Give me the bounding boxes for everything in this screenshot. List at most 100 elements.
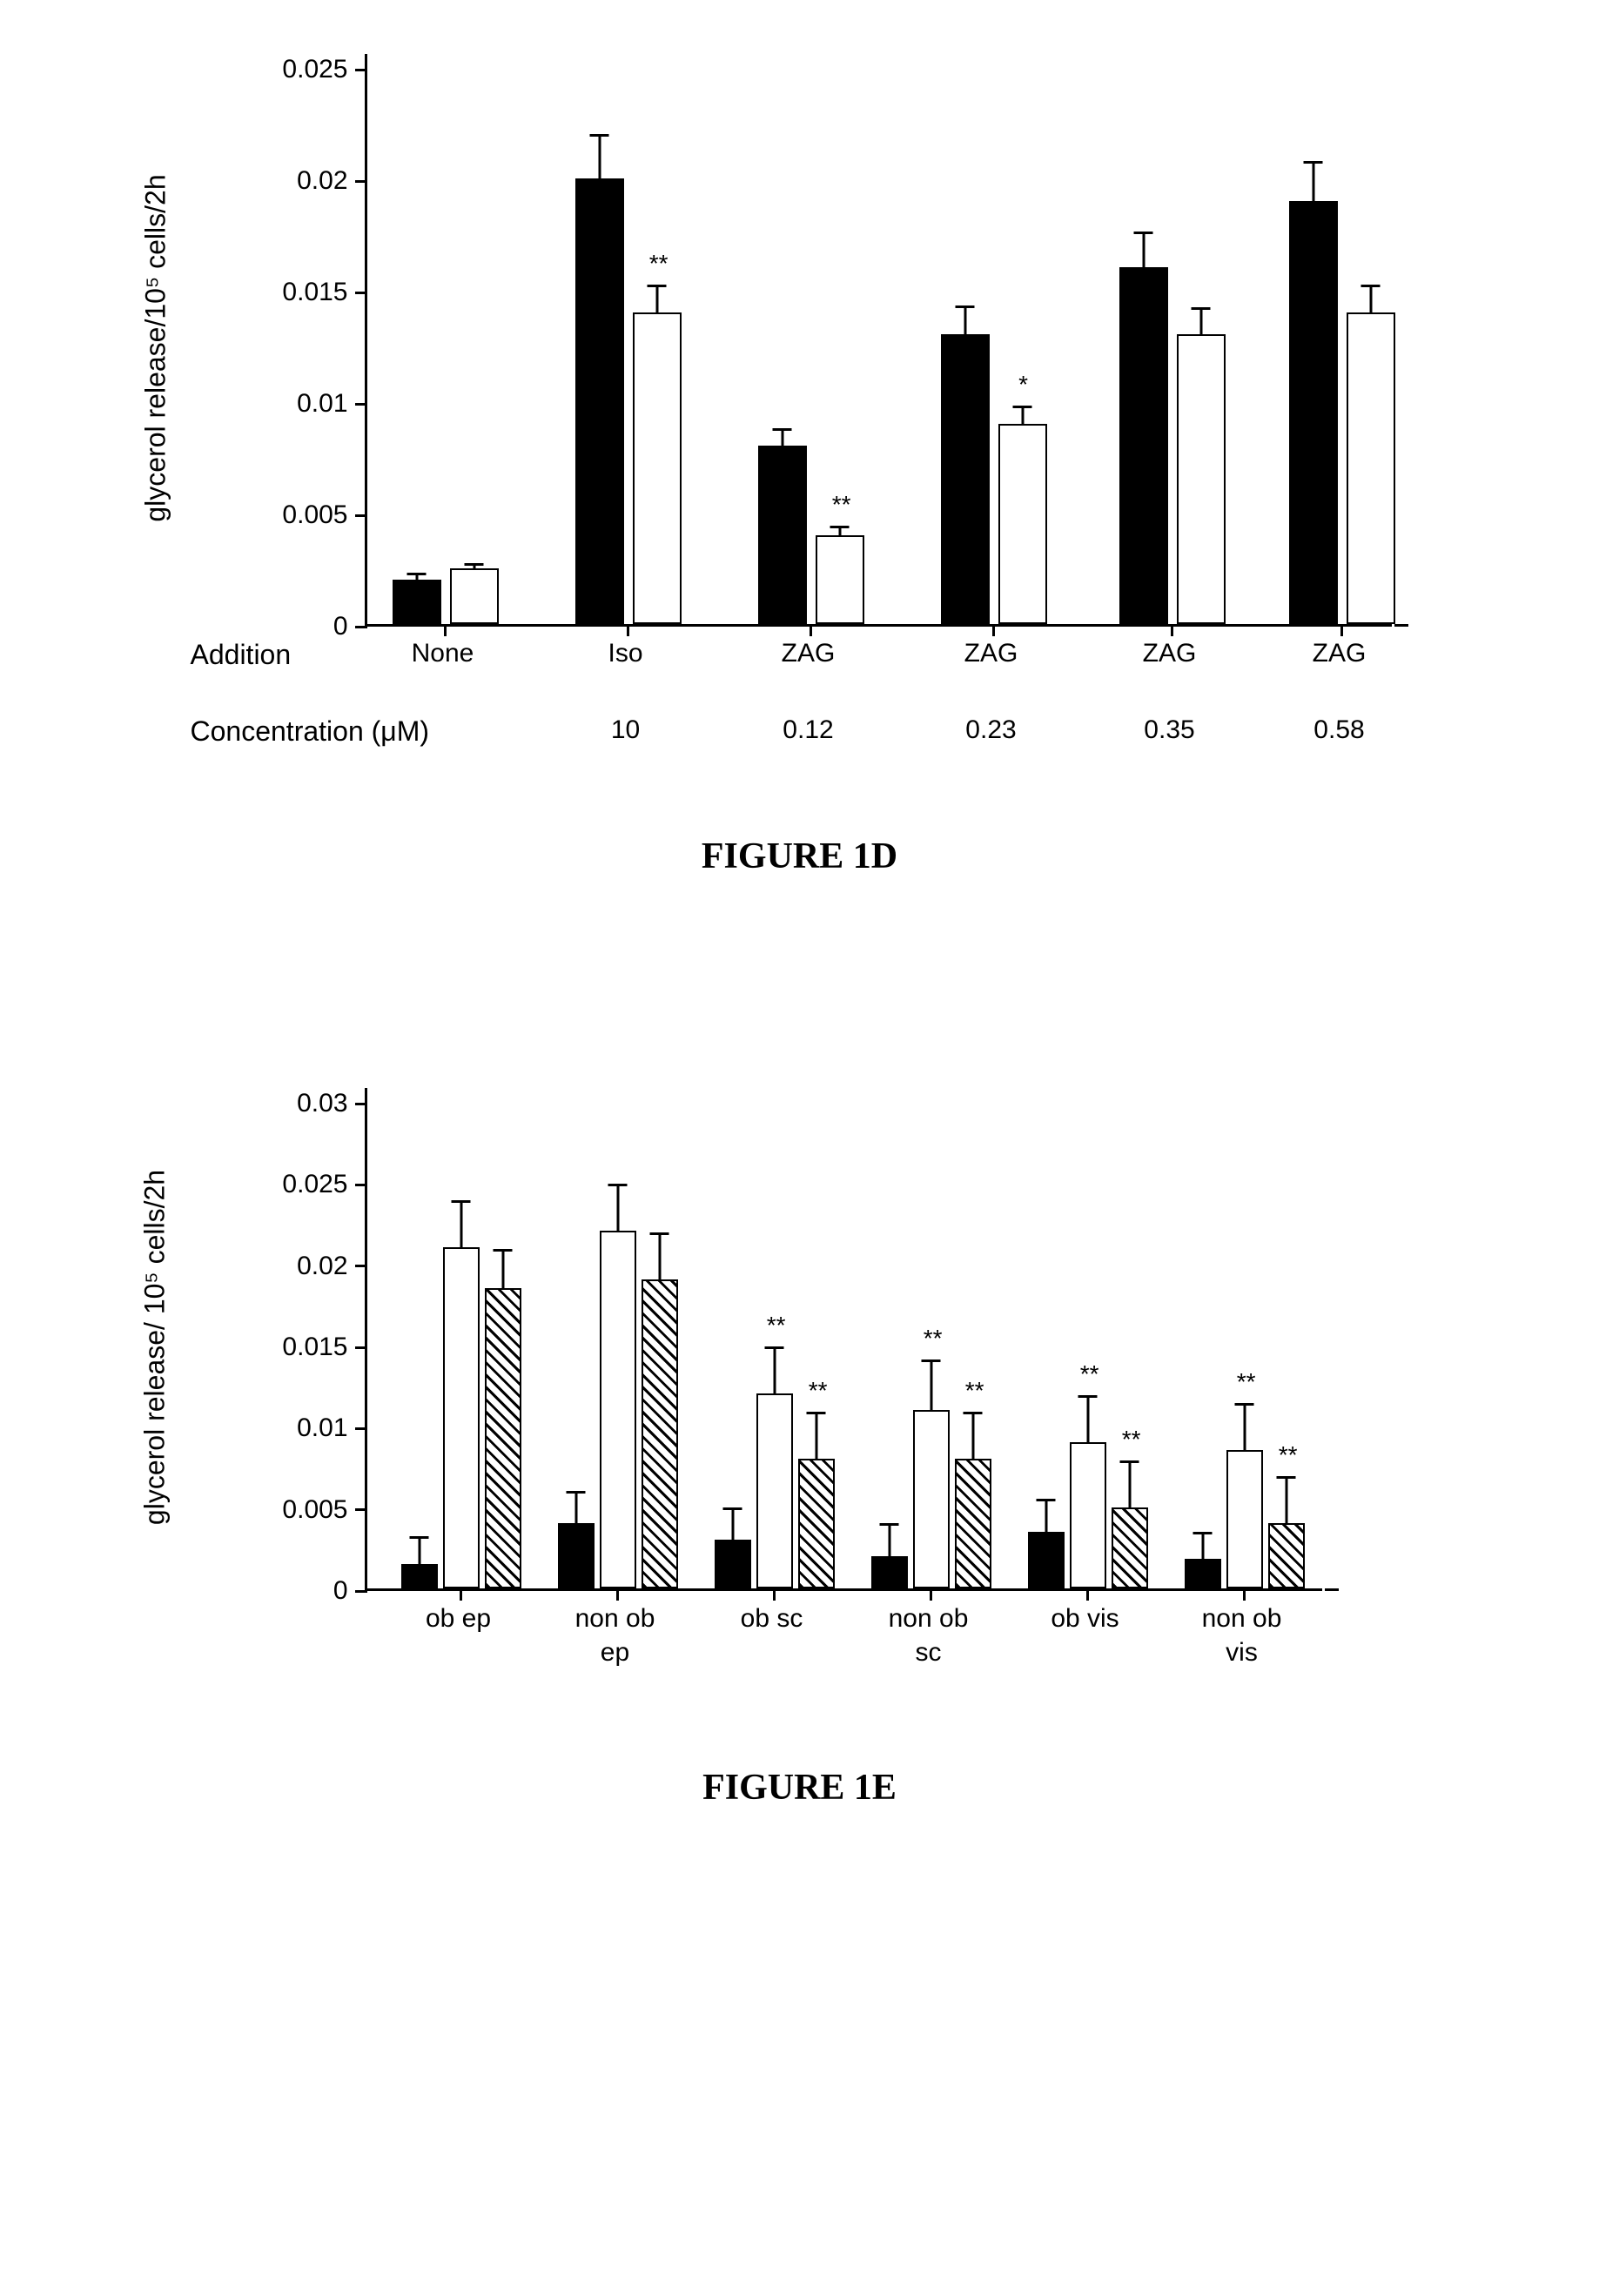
error-bar [964, 305, 966, 334]
error-bar [1199, 307, 1202, 336]
bar [393, 580, 441, 624]
error-bar [731, 1507, 734, 1540]
concentration-label: 0.12 [783, 715, 833, 745]
ytick-label: 0.015 [282, 278, 366, 307]
addition-label: ZAG [964, 639, 1018, 668]
bar [715, 1540, 751, 1588]
figure-1d-addition-row: Addition NoneIsoZAGZAGZAGZAG [365, 639, 1409, 681]
bar [756, 1393, 793, 1588]
error-bar [930, 1359, 932, 1412]
xtick [444, 624, 447, 636]
error-bar [838, 526, 841, 537]
error-bar [773, 1346, 776, 1395]
error-bar [1142, 232, 1145, 267]
xtick [1171, 624, 1173, 636]
addition-label: ZAG [1143, 639, 1197, 668]
xtick [616, 1588, 619, 1601]
bar [575, 178, 624, 624]
figure-1d: glycerol release/10⁵ cells/2h 00.0050.01… [191, 70, 1409, 877]
figure-1d-addition-row-label: Addition [191, 639, 292, 671]
bar [1226, 1450, 1263, 1588]
error-bar [1243, 1403, 1246, 1452]
error-bar [415, 573, 418, 580]
figure-1e-xlabel-row: ob ep non ob ep ob sc non ob sc ob vis non ob… [365, 1601, 1409, 1688]
error-bar [1285, 1476, 1287, 1525]
error-bar [501, 1249, 504, 1290]
figure-1d-plot-area: 00.0050.010.0150.020.025***** [365, 70, 1392, 627]
x-category-label: ob sc [741, 1601, 803, 1635]
ytick-label: 0.025 [282, 55, 366, 84]
error-bar [815, 1412, 817, 1460]
error-bar [1086, 1395, 1089, 1444]
xtick [1340, 624, 1343, 636]
xtick [1243, 1588, 1246, 1601]
addition-label: Iso [608, 639, 642, 668]
xtick [1086, 1588, 1089, 1601]
bar [600, 1231, 636, 1588]
ytick-label: 0.02 [297, 166, 366, 196]
xtick [810, 624, 812, 636]
figure-1d-concentration-row: Concentration (μM) 100.120.230.350.58 [365, 715, 1409, 757]
ytick-label: 0.025 [282, 1170, 366, 1199]
bar [1185, 1559, 1221, 1588]
error-bar [616, 1184, 619, 1232]
bar [558, 1523, 595, 1588]
ytick-label: 0 [333, 1576, 367, 1606]
error-bar [1045, 1499, 1047, 1531]
xtick [460, 1588, 462, 1601]
error-bar [574, 1491, 577, 1523]
bar [1268, 1523, 1305, 1588]
ytick-label: 0.02 [297, 1252, 366, 1281]
bar [1119, 267, 1168, 624]
error-bar [1201, 1532, 1204, 1560]
xtick [627, 624, 629, 636]
significance-marker: ** [832, 491, 851, 519]
bar [401, 1564, 438, 1588]
bar [998, 424, 1047, 624]
ytick-label: 0.03 [297, 1089, 366, 1118]
x-category-label: non ob vis [1202, 1601, 1282, 1669]
concentration-label: 0.23 [965, 715, 1016, 745]
bar [871, 1556, 908, 1588]
x-category-label: ob ep [426, 1601, 491, 1635]
ytick-label: 0.005 [282, 1495, 366, 1525]
xtick [773, 1588, 776, 1601]
figure-1d-concentration-row-label: Concentration (μM) [191, 715, 430, 748]
figure-1e-plot-area: 00.0050.010.0150.020.0250.03************… [365, 1104, 1322, 1591]
error-bar [1312, 161, 1314, 201]
figure-1e-ylabel: glycerol release/ 10⁵ cells/2h [138, 1170, 171, 1525]
addition-label: None [412, 639, 474, 668]
error-bar [460, 1200, 462, 1249]
x-category-label: ob vis [1051, 1601, 1119, 1635]
addition-label: ZAG [782, 639, 836, 668]
bar [955, 1459, 991, 1588]
bar [450, 568, 499, 624]
figure-1e: glycerol release/ 10⁵ cells/2h 00.0050.0… [191, 1104, 1409, 1809]
bar [798, 1459, 835, 1588]
error-bar [418, 1536, 420, 1564]
error-bar [1369, 285, 1372, 313]
bar [443, 1247, 480, 1588]
ytick-label: 0.005 [282, 500, 366, 530]
significance-marker: ** [1122, 1426, 1141, 1453]
ytick-label: 0.01 [297, 1413, 366, 1443]
concentration-label: 10 [611, 715, 640, 745]
ytick-label: 0 [333, 612, 367, 641]
significance-marker: * [1018, 371, 1028, 399]
bar [1112, 1507, 1148, 1588]
bar [913, 1410, 950, 1588]
error-bar [888, 1523, 890, 1555]
significance-marker: ** [965, 1377, 984, 1405]
bar [1289, 201, 1338, 624]
figure-1d-chart: glycerol release/10⁵ cells/2h 00.0050.01… [191, 70, 1409, 627]
error-bar [1021, 406, 1024, 426]
concentration-label: 0.35 [1144, 715, 1194, 745]
bar [1028, 1532, 1065, 1588]
x-category-label: non ob ep [575, 1601, 655, 1669]
bar [485, 1288, 521, 1588]
ytick-label: 0.015 [282, 1333, 366, 1362]
addition-label: ZAG [1313, 639, 1367, 668]
error-bar [971, 1412, 974, 1460]
x-category-label: non ob sc [889, 1601, 969, 1669]
figure-1d-ylabel: glycerol release/10⁵ cells/2h [139, 174, 171, 521]
